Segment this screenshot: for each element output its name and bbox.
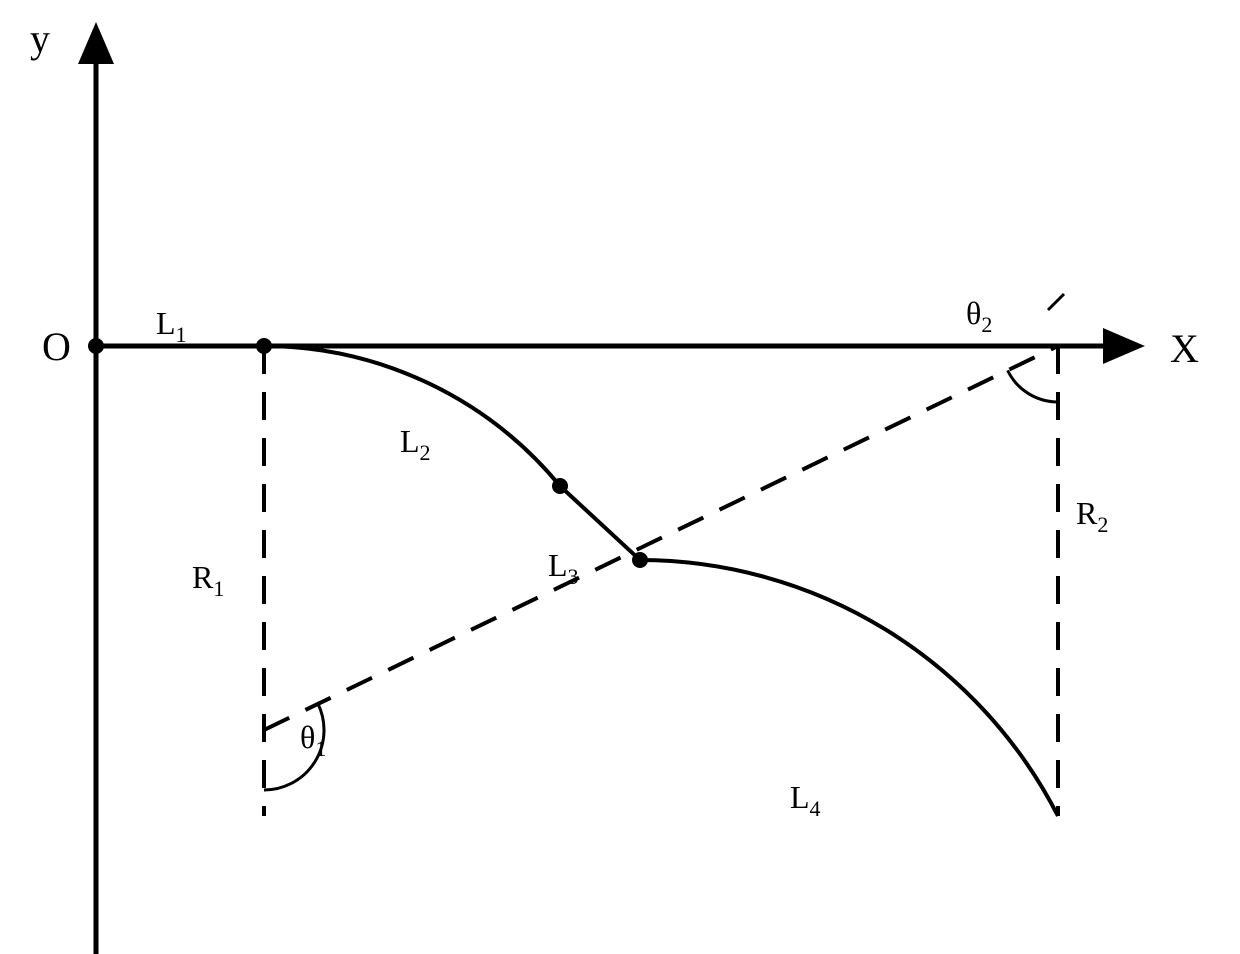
label-l3: L3: [548, 547, 579, 589]
dash-diagonal: [264, 346, 1058, 730]
dot-origin: [88, 338, 104, 354]
geometry-diagram: OXyL1L2L3L4R1R2θ1θ2: [0, 0, 1240, 954]
y-axis-arrow: [78, 22, 114, 64]
angle-arc-theta2: [1008, 370, 1058, 402]
label-theta2: θ2: [966, 295, 992, 337]
dot-p1: [256, 338, 272, 354]
arc-l2: [264, 346, 560, 486]
dot-arc1-end: [552, 478, 568, 494]
x-axis-arrow: [1103, 328, 1145, 364]
label-y-axis: y: [30, 16, 50, 61]
label-l2: L2: [400, 423, 431, 465]
theta2-tick: [1048, 294, 1064, 310]
label-l1: L1: [156, 305, 187, 347]
dot-p3: [632, 552, 648, 568]
segment-l3: [560, 486, 640, 560]
label-l4: L4: [790, 779, 821, 821]
label-r1: R1: [192, 559, 224, 601]
label-r2: R2: [1076, 495, 1108, 537]
label-x-axis: X: [1170, 326, 1199, 371]
label-origin: O: [42, 324, 71, 369]
arc-l4: [640, 560, 1058, 816]
